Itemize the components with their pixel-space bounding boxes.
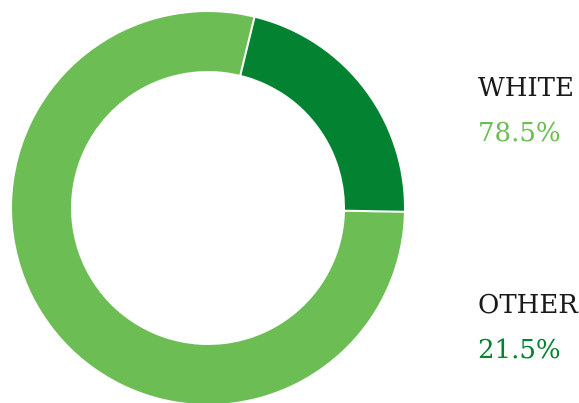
legend-label-other: OTHER [478, 290, 578, 320]
donut-slice-white [10, 10, 406, 403]
donut-slices [10, 10, 406, 403]
legend-value-other: 21.5% [478, 335, 561, 365]
donut-slice-other [239, 15, 406, 213]
legend-value-white: 78.5% [478, 118, 561, 148]
legend-label-white: WHITE [478, 73, 574, 103]
